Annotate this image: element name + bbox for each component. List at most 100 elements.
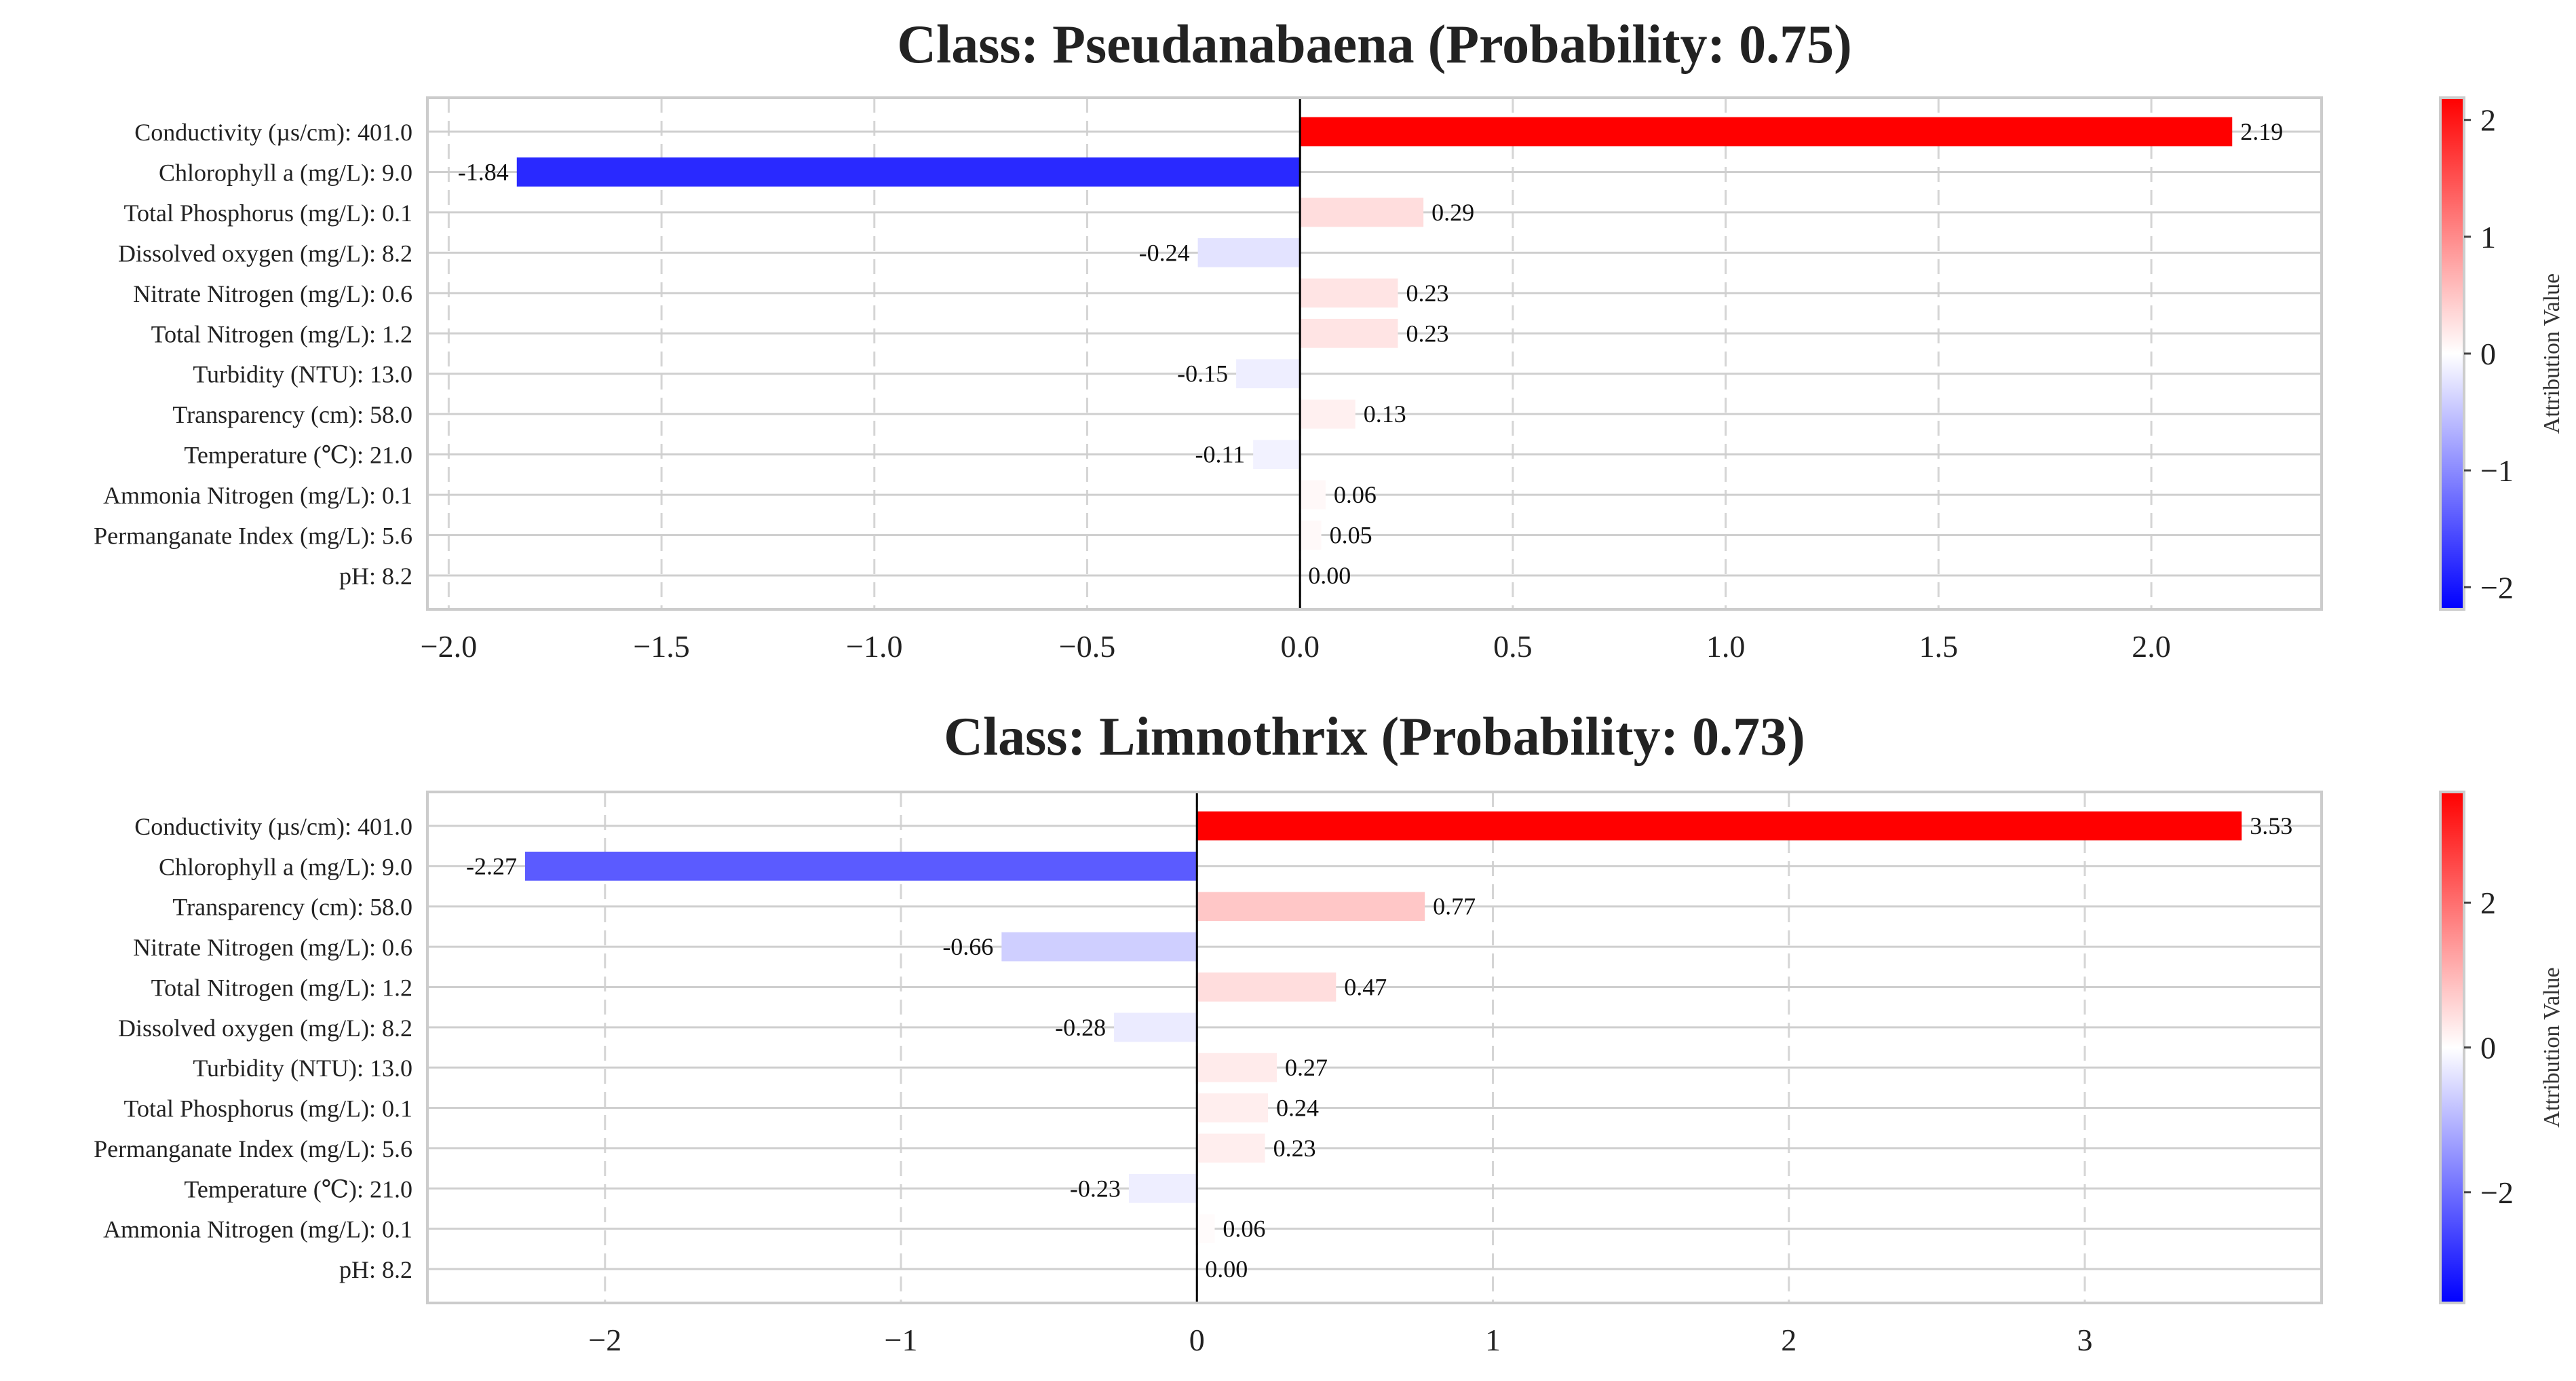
bar xyxy=(524,851,1197,881)
y-tick-label: Total Phosphorus (mg/L): 0.1 xyxy=(124,1095,412,1122)
y-tick-label: Nitrate Nitrogen (mg/L): 0.6 xyxy=(133,934,412,961)
y-tick-label: Total Phosphorus (mg/L): 0.1 xyxy=(124,200,412,227)
y-tick-label: Ammonia Nitrogen (mg/L): 0.1 xyxy=(103,482,412,509)
y-tick-label: pH: 8.2 xyxy=(339,1256,412,1283)
x-tick-label: 1 xyxy=(1485,1323,1501,1357)
x-tick-label: 3 xyxy=(2077,1323,2093,1357)
bar xyxy=(1197,1214,1215,1244)
bar-value-label: 0.06 xyxy=(1223,1215,1265,1243)
bar xyxy=(1300,521,1322,550)
x-tick-label: −2.0 xyxy=(421,629,477,664)
bar xyxy=(1001,932,1197,962)
bar xyxy=(1197,1093,1268,1122)
y-tick-label: Turbidity (NTU): 13.0 xyxy=(193,1055,412,1082)
bar-value-label: 0.00 xyxy=(1205,1255,1248,1283)
bar xyxy=(1197,1133,1265,1163)
bar-value-label: 2.19 xyxy=(2240,118,2283,145)
bar-value-label: 0.00 xyxy=(1308,562,1351,589)
bar xyxy=(1300,197,1424,227)
bar xyxy=(1236,359,1301,389)
bar-value-label: -0.15 xyxy=(1177,360,1228,387)
y-tick-label: Total Nitrogen (mg/L): 1.2 xyxy=(151,974,412,1001)
colorbar-tick-label: −1 xyxy=(2480,453,2514,488)
x-tick-label: 2.0 xyxy=(2132,629,2171,664)
bar-value-label: 0.27 xyxy=(1285,1054,1328,1081)
bar xyxy=(1128,1173,1197,1203)
y-tick-label: Conductivity (µs/cm): 401.0 xyxy=(134,119,412,146)
subplot-2: Class: Limnothrix (Probability: 0.73) 3.5… xyxy=(94,707,2564,1357)
y-tick-label: Nitrate Nitrogen (mg/L): 0.6 xyxy=(133,280,412,307)
bar-value-label: 0.47 xyxy=(1344,973,1387,1000)
bar xyxy=(1300,318,1398,348)
x-tick-label: 1.5 xyxy=(1919,629,1959,664)
chart-title: Class: Pseudanabaena (Probability: 0.75) xyxy=(897,15,1852,75)
y-tick-label: Ammonia Nitrogen (mg/L): 0.1 xyxy=(103,1216,412,1243)
colorbar-tick-label: 2 xyxy=(2480,886,2496,920)
bar-value-label: -0.23 xyxy=(1070,1175,1121,1202)
colorbar xyxy=(2439,791,2465,1304)
bar-value-label: 3.53 xyxy=(2250,812,2292,839)
bar xyxy=(1197,892,1425,922)
bar xyxy=(1114,1013,1197,1042)
bar-value-label: -1.84 xyxy=(458,158,509,185)
bar xyxy=(1197,238,1301,267)
bar-value-label: -0.24 xyxy=(1139,239,1190,266)
colorbar-tick-label: 0 xyxy=(2480,1031,2496,1065)
x-tick-label: 2 xyxy=(1781,1323,1796,1357)
y-tick-label: Total Nitrogen (mg/L): 1.2 xyxy=(151,320,412,347)
bar xyxy=(1197,1053,1277,1082)
y-tick-label: Transparency (cm): 58.0 xyxy=(172,401,412,428)
bar-value-label: 0.06 xyxy=(1334,481,1377,508)
y-tick-label: Permanganate Index (mg/L): 5.6 xyxy=(94,523,412,550)
bar xyxy=(1197,972,1337,1002)
y-tick-label: Temperature (℃): 21.0 xyxy=(184,442,412,469)
colorbar-tick-label: −2 xyxy=(2480,1175,2514,1210)
y-tick-label: Dissolved oxygen (mg/L): 8.2 xyxy=(118,1015,412,1042)
bar xyxy=(516,157,1301,187)
x-tick-label: 0.5 xyxy=(1493,629,1533,664)
subplot-1: Class: Pseudanabaena (Probability: 0.75)… xyxy=(94,15,2564,664)
y-tick-label: Conductivity (µs/cm): 401.0 xyxy=(134,813,412,840)
colorbar-tick-label: 1 xyxy=(2480,220,2496,254)
colorbar-label: Attribution Value xyxy=(2539,273,2564,434)
bar-value-label: 0.13 xyxy=(1364,400,1406,428)
colorbar xyxy=(2439,96,2465,611)
colorbar-label: Attribution Value xyxy=(2539,967,2564,1127)
bar xyxy=(1197,811,2242,841)
bar xyxy=(1300,480,1326,510)
y-tick-label: Dissolved oxygen (mg/L): 8.2 xyxy=(118,240,412,267)
bar xyxy=(1253,440,1301,470)
y-tick-label: pH: 8.2 xyxy=(339,563,412,590)
x-tick-label: 1.0 xyxy=(1706,629,1746,664)
y-tick-label: Permanganate Index (mg/L): 5.6 xyxy=(94,1135,412,1162)
bar-value-label: 0.23 xyxy=(1406,280,1449,307)
bar-value-label: -0.11 xyxy=(1195,441,1246,468)
colorbar-tick-label: 2 xyxy=(2480,103,2496,138)
bar-value-label: 0.05 xyxy=(1330,522,1372,549)
bar xyxy=(1300,278,1398,308)
bar-value-label: 0.24 xyxy=(1276,1095,1319,1122)
bar-value-label: 0.77 xyxy=(1433,893,1476,920)
colorbar-tick-label: −2 xyxy=(2480,570,2514,605)
bar-value-label: -2.27 xyxy=(466,852,517,879)
y-tick-label: Chlorophyll a (mg/L): 9.0 xyxy=(159,159,412,186)
y-tick-label: Transparency (cm): 58.0 xyxy=(172,894,412,921)
bar-value-label: 0.23 xyxy=(1273,1135,1316,1162)
x-tick-label: −0.5 xyxy=(1059,629,1115,664)
y-tick-label: Turbidity (NTU): 13.0 xyxy=(193,361,412,388)
x-tick-label: −1.5 xyxy=(633,629,689,664)
bar-value-label: -0.28 xyxy=(1055,1014,1106,1041)
y-tick-label: Temperature (℃): 21.0 xyxy=(184,1175,412,1203)
y-tick-label: Chlorophyll a (mg/L): 9.0 xyxy=(159,853,412,880)
axes-frame xyxy=(426,96,2323,611)
x-tick-label: 0 xyxy=(1189,1323,1205,1357)
x-tick-label: −2 xyxy=(588,1323,621,1357)
chart-title: Class: Limnothrix (Probability: 0.73) xyxy=(944,707,1805,767)
x-tick-label: 0.0 xyxy=(1280,629,1320,664)
bar-value-label: 0.29 xyxy=(1431,199,1474,226)
colorbar-tick-label: 0 xyxy=(2480,337,2496,371)
x-tick-label: −1 xyxy=(885,1323,918,1357)
x-tick-label: −1.0 xyxy=(846,629,902,664)
